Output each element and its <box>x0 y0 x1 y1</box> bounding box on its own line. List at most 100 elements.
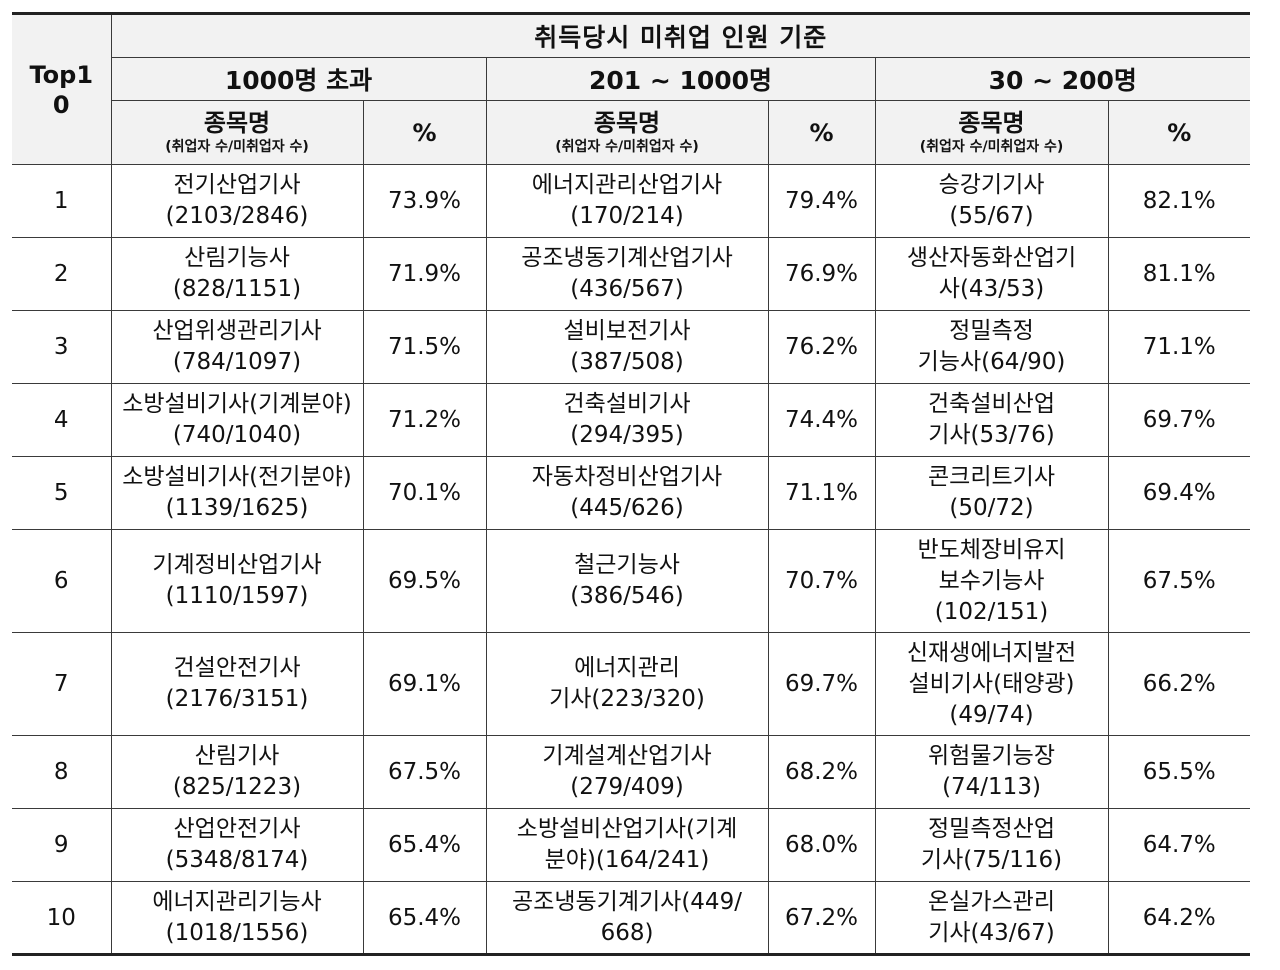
qualification-name-line: 소방설비산업기사(기계 <box>516 816 738 842</box>
qualification-name-cell: 에너지관리산업기사 (170/214) <box>485 164 769 238</box>
qualification-name-line: (825/1223) <box>172 774 302 800</box>
qualification-name-line: 산업안전기사 <box>173 816 301 842</box>
employment-rate-cell: 71.1% <box>767 456 876 530</box>
qualification-name-cell: 소방설비기사(기계분야) (740/1040) <box>110 383 364 457</box>
employment-rate-cell: 74.4% <box>767 383 876 457</box>
qualification-name-cell: 전기산업기사 (2103/2846) <box>110 164 364 238</box>
table-row: 10 에너지관리기능사 (1018/1556) 65.4% 공조냉동기계기사(449/6… <box>12 881 1250 955</box>
qualification-name-cell: 에너지관리 기사(223/320) <box>485 632 769 736</box>
qualification-name-line: 사(43/53) <box>938 276 1045 302</box>
qualification-name-line: 보수기능사 <box>938 567 1045 594</box>
qualification-name-line: 반도체장비유지 <box>917 536 1066 563</box>
column-header-name-main: 종목명 <box>203 108 271 137</box>
table-row: 5 소방설비기사(전기분야) (1139/1625) 70.1% 자동차정비산업기사 (4… <box>12 456 1250 530</box>
qualification-name-line: 정밀측정산업 <box>928 816 1055 842</box>
employment-rate-cell: 71.1% <box>1107 310 1250 384</box>
column-header-name-main: 종목명 <box>593 108 661 137</box>
table-row: 6 기계정비산업기사 (1110/1597) 69.5% 철근기능사 (386/546) 7… <box>12 529 1250 633</box>
rank-cell: 4 <box>12 383 112 457</box>
employment-rate-cell: 73.9% <box>362 164 487 238</box>
qualification-name-line: 산림기사 <box>194 743 280 769</box>
employment-rate-cell: 69.7% <box>767 632 876 736</box>
qualification-name-cell: 산업안전기사 (5348/8174) <box>110 808 364 882</box>
qualification-name-line: 건설안전기사 <box>173 655 301 681</box>
employment-rate-cell: 68.2% <box>767 735 876 809</box>
qualification-name-line: 콘크리트기사 <box>928 464 1055 490</box>
rank-cell: 3 <box>12 310 112 384</box>
employment-rate-cell: 69.4% <box>1107 456 1250 530</box>
table-row: 4 소방설비기사(기계분야) (740/1040) 71.2% 건축설비기사 (294/3… <box>12 383 1250 457</box>
qualification-name-line: (2103/2846) <box>165 203 309 229</box>
qualification-name-line: 기계정비산업기사 <box>152 552 322 578</box>
employment-rate-cell: 64.7% <box>1107 808 1250 882</box>
qualification-name-line: (279/409) <box>570 774 684 800</box>
qualification-name-line: 기능사(64/90) <box>917 349 1066 375</box>
qualification-name-cell: 공조냉동기계산업기사 (436/567) <box>485 237 769 311</box>
qualification-name-line: 소방설비기사(전기분야) <box>122 464 352 490</box>
qualification-name-cell: 건축설비기사 (294/395) <box>485 383 769 457</box>
qualification-name-line: (2176/3151) <box>165 686 309 712</box>
qualification-name-line: 건축설비기사 <box>563 391 691 417</box>
qualification-name-cell: 설비보전기사 (387/508) <box>485 310 769 384</box>
column-header-percent: % <box>1107 100 1250 165</box>
qualification-name-line: (445/626) <box>570 495 684 521</box>
qualification-name-cell: 산림기사 (825/1223) <box>110 735 364 809</box>
qualification-name-line: (784/1097) <box>172 349 302 375</box>
qualification-name-line: 승강기기사 <box>938 172 1045 198</box>
employment-rate-cell: 70.1% <box>362 456 487 530</box>
table-row: 9 산업안전기사 (5348/8174) 65.4% 소방설비산업기사(기계 분야)(16… <box>12 808 1250 882</box>
qualification-name-line: 에너지관리산업기사 <box>531 172 723 198</box>
column-header-name: 종목명 (취업자 수/미취업자 수) <box>110 100 364 165</box>
qualification-name-line: (50/72) <box>949 495 1034 521</box>
qualification-name-line: (5348/8174) <box>165 847 309 873</box>
column-header-name-main: 종목명 <box>958 108 1025 137</box>
employment-rate-cell: 68.0% <box>767 808 876 882</box>
qualification-name-cell: 산림기능사 (828/1151) <box>110 237 364 311</box>
column-header-name: 종목명 (취업자 수/미취업자 수) <box>874 100 1109 165</box>
rank-cell: 2 <box>12 237 112 311</box>
qualification-name-cell: 생산자동화산업기 사(43/53) <box>874 237 1109 311</box>
rank-header: Top10 <box>12 13 112 165</box>
qualification-name-cell: 에너지관리기능사 (1018/1556) <box>110 881 364 955</box>
qualification-name-line: (740/1040) <box>172 422 302 448</box>
rank-cell: 1 <box>12 164 112 238</box>
qualification-name-line: (74/113) <box>942 774 1041 800</box>
qualification-name-line: (1110/1597) <box>165 583 309 609</box>
rank-cell: 9 <box>12 808 112 882</box>
qualification-name-cell: 공조냉동기계기사(449/668) <box>485 881 769 955</box>
qualification-name-line: 정밀측정 <box>949 318 1034 344</box>
employment-rate-cell: 76.2% <box>767 310 876 384</box>
column-header-name-sub: (취업자 수/미취업자 수) <box>919 138 1064 155</box>
employment-rate-cell: 70.7% <box>767 529 876 633</box>
table-body: 1 전기산업기사 (2103/2846) 73.9% 에너지관리산업기사 (170/214… <box>12 164 1250 955</box>
qualification-name-line: 자동차정비산업기사 <box>531 464 723 490</box>
group-header-30-200: 30 ~ 200명 <box>874 57 1250 101</box>
employment-rate-cell: 71.9% <box>362 237 487 311</box>
employment-rate-cell: 79.4% <box>767 164 876 238</box>
qualification-name-line: (170/214) <box>570 203 684 229</box>
column-header-percent: % <box>362 100 487 165</box>
qualification-name-cell: 승강기기사 (55/67) <box>874 164 1109 238</box>
qualification-name-cell: 건축설비산업 기사(53/76) <box>874 383 1109 457</box>
qualification-name-line: 설비보전기사 <box>563 318 691 344</box>
column-header-percent: % <box>767 100 876 165</box>
qualification-name-line: (102/151) <box>934 598 1049 625</box>
employment-rate-cell: 81.1% <box>1107 237 1250 311</box>
employment-rate-cell: 69.1% <box>362 632 487 736</box>
employment-rate-cell: 65.4% <box>362 881 487 955</box>
rank-cell: 5 <box>12 456 112 530</box>
qualification-name-line: 기계설계산업기사 <box>542 743 712 769</box>
employment-rate-cell: 67.5% <box>362 735 487 809</box>
rank-cell: 6 <box>12 529 112 633</box>
employment-rate-cell: 65.4% <box>362 808 487 882</box>
qualification-name-line: 공조냉동기계산업기사 <box>521 245 733 271</box>
qualification-name-line: 산업위생관리기사 <box>152 318 322 344</box>
table-row: 2 산림기능사 (828/1151) 71.9% 공조냉동기계산업기사 (436/567)… <box>12 237 1250 311</box>
table-title: 취득당시 미취업 인원 기준 <box>110 13 1250 58</box>
table-row: 8 산림기사 (825/1223) 67.5% 기계설계산업기사 (279/409) 68.… <box>12 735 1250 809</box>
employment-rate-cell: 69.5% <box>362 529 487 633</box>
qualification-name-cell: 산업위생관리기사 (784/1097) <box>110 310 364 384</box>
qualification-name-cell: 온실가스관리 기사(43/67) <box>874 881 1109 955</box>
qualification-name-cell: 신재생에너지발전 설비기사(태양광) (49/74) <box>874 632 1109 736</box>
qualification-name-line: 기사(75/116) <box>920 847 1063 873</box>
